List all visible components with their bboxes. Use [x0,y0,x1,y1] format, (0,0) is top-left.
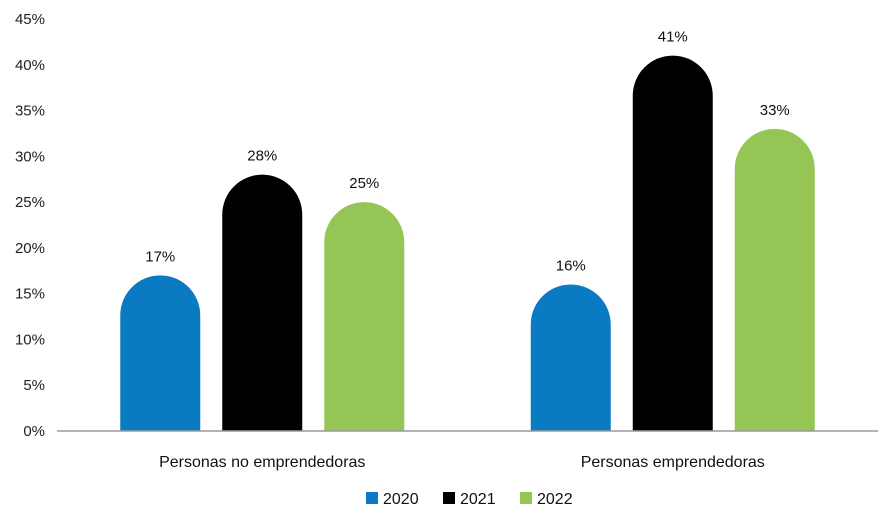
y-tick-label: 40% [15,57,45,74]
x-axis: Personas no emprendedoras Personas empren… [57,430,878,471]
bars: 17% 28% 25% 16% 41% 33% [120,29,815,431]
legend-swatch-2021 [443,492,455,504]
data-label: 28% [247,148,277,165]
y-tick-label: 10% [15,331,45,348]
data-label: 25% [349,175,379,192]
bar-2020-no-emprendedoras [120,275,201,431]
x-category-label: Personas no emprendedoras [159,454,365,471]
y-tick-label: 30% [15,148,45,165]
data-label: 17% [145,248,175,265]
y-tick-label: 15% [15,286,45,303]
legend-label: 2021 [460,491,496,508]
bar-2021-emprendedoras [632,55,713,431]
data-label: 33% [760,102,790,119]
y-tick-label: 45% [15,11,45,28]
legend: 2020 2021 2022 [366,491,573,508]
y-tick-label: 25% [15,194,45,211]
legend-swatch-2020 [366,492,378,504]
y-tick-label: 5% [23,377,45,394]
data-label: 16% [556,258,586,275]
bar-2022-no-emprendedoras [324,202,405,431]
bar-2021-no-emprendedoras [222,174,303,431]
bar-2022-emprendedoras [734,128,815,431]
data-label: 41% [658,29,688,46]
bar-2020-emprendedoras [530,284,611,431]
legend-label: 2020 [383,491,419,508]
legend-label: 2022 [537,491,573,508]
y-axis: 0% 5% 10% 15% 20% 25% 30% 35% 40% 45% [15,11,45,440]
x-category-label: Personas emprendedoras [581,454,765,471]
y-tick-label: 0% [23,423,45,440]
y-tick-label: 35% [15,103,45,120]
legend-swatch-2022 [520,492,532,504]
y-tick-label: 20% [15,240,45,257]
